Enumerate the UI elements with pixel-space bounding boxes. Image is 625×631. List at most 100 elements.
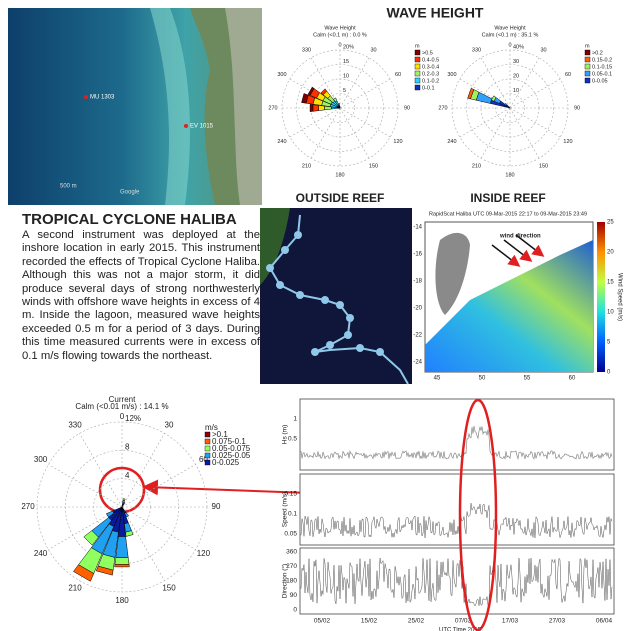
rose-spoke: [510, 58, 539, 108]
legend-swatch: [205, 439, 210, 444]
track-point: [346, 314, 354, 322]
colorbar-tick: 25: [607, 220, 614, 226]
direction-label: 300: [34, 455, 48, 464]
annotation: wind direction: [499, 234, 541, 240]
colorbar-tick: 5: [607, 340, 611, 346]
ring-label: 30: [513, 59, 519, 65]
rose-spoke: [311, 108, 340, 158]
y-tick-label: 1: [293, 416, 297, 423]
rose-calm: Calm (<0.1 m) : 35.1 %: [482, 32, 539, 38]
section-title: OUTSIDE REEF: [296, 191, 385, 205]
direction-label: 30: [540, 47, 546, 53]
rose-spoke: [340, 108, 369, 158]
direction-label: 270: [268, 105, 277, 111]
direction-label: 210: [472, 163, 481, 169]
direction-label: 120: [197, 549, 211, 558]
x-tick-label: 60: [569, 376, 576, 382]
section-title: INSIDE REEF: [470, 191, 545, 205]
y-axis-label: Hs (m): [282, 425, 289, 445]
direction-label: 0: [338, 42, 341, 48]
legend-swatch: [415, 57, 420, 62]
y-tick-label: -14: [413, 225, 422, 231]
legend-label: 0.2-0.3: [422, 71, 439, 77]
y-tick-label: -20: [413, 306, 422, 312]
rose-petal: [313, 105, 319, 112]
direction-label: 120: [563, 139, 572, 145]
track-point: [356, 344, 364, 352]
y-tick-label: 0.1: [288, 511, 297, 518]
rose-spoke: [481, 108, 510, 158]
track-point: [336, 301, 344, 309]
y-tick-label: 0.5: [288, 436, 297, 443]
ring-label: 10: [343, 73, 349, 79]
direction-label: 90: [212, 502, 221, 511]
y-tick-label: 90: [290, 592, 298, 599]
rose-spoke: [122, 507, 165, 581]
article-heading: TROPICAL CYCLONE HALIBA: [22, 211, 237, 228]
direction-label: 330: [302, 47, 311, 53]
legend-swatch: [205, 446, 210, 451]
direction-label: 90: [574, 105, 580, 111]
marker: [84, 95, 88, 99]
ring-label: 8: [125, 442, 130, 451]
direction-label: 30: [370, 47, 376, 53]
direction-label: 150: [162, 584, 176, 593]
ring-label: 10: [513, 88, 519, 94]
ring-label: 20%: [343, 44, 354, 50]
x-tick-label: 15/02: [361, 618, 378, 625]
legend-label: 0.4-0.5: [422, 57, 439, 63]
rose-petal: [319, 105, 325, 110]
direction-label: 240: [34, 549, 48, 558]
rose-title: Wave Height: [324, 25, 356, 31]
rose-petal: [123, 499, 125, 501]
direction-label: 270: [438, 105, 447, 111]
y-tick-label: 0.05: [284, 531, 297, 538]
colorbar-tick: 0: [607, 370, 611, 376]
legend-label: >0.5: [422, 50, 433, 56]
rose-spoke: [340, 79, 390, 108]
rose-spoke: [510, 108, 539, 158]
x-tick-label: 27/03: [549, 618, 566, 625]
legend-label: 0.1-0.2: [422, 78, 439, 84]
label: MU 1303: [90, 95, 115, 101]
direction-label: 0: [120, 412, 125, 421]
ring-label: 4: [125, 471, 130, 480]
ring-label: 15: [343, 59, 349, 65]
y-tick-label: -22: [413, 333, 422, 339]
rose-petal: [310, 104, 313, 111]
legend-swatch: [585, 71, 590, 76]
poster: MU 1303EV 1015Google500 mWAVE HEIGHTOUTS…: [0, 0, 625, 631]
direction-label: 240: [277, 139, 286, 145]
legend-swatch: [205, 432, 210, 437]
legend-label: 0.15-0.2: [592, 57, 612, 63]
legend-label: 0.05-0.1: [592, 71, 612, 77]
legend-label: 0.1-0.15: [592, 64, 612, 70]
label: 500 m: [60, 184, 77, 190]
y-tick-label: 0: [293, 607, 297, 614]
legend-swatch: [415, 64, 420, 69]
track-point: [376, 348, 384, 356]
track-point: [281, 246, 289, 254]
panel-frame: [300, 399, 614, 470]
marker: [184, 124, 188, 128]
track-point: [276, 281, 284, 289]
track-point: [344, 331, 352, 339]
legend-swatch: [415, 85, 420, 90]
x-tick-label: 06/04: [596, 618, 613, 625]
direction-label: 60: [565, 72, 571, 78]
rose-spoke: [340, 108, 390, 137]
direction-label: 210: [68, 584, 82, 593]
track-point: [296, 291, 304, 299]
colorbar: [597, 222, 605, 372]
direction-label: 180: [115, 596, 129, 605]
colorbar-tick: 10: [607, 310, 614, 316]
x-tick-label: 25/02: [408, 618, 425, 625]
x-tick-label: 05/02: [314, 618, 331, 625]
section-title: WAVE HEIGHT: [387, 5, 484, 21]
direction-label: 240: [447, 139, 456, 145]
ring-label: 12%: [125, 414, 141, 423]
label: EV 1015: [190, 124, 214, 130]
legend-label: 0-0.05: [592, 78, 608, 84]
colorbar-tick: 20: [607, 250, 614, 256]
ring-label: 40%: [513, 44, 524, 50]
